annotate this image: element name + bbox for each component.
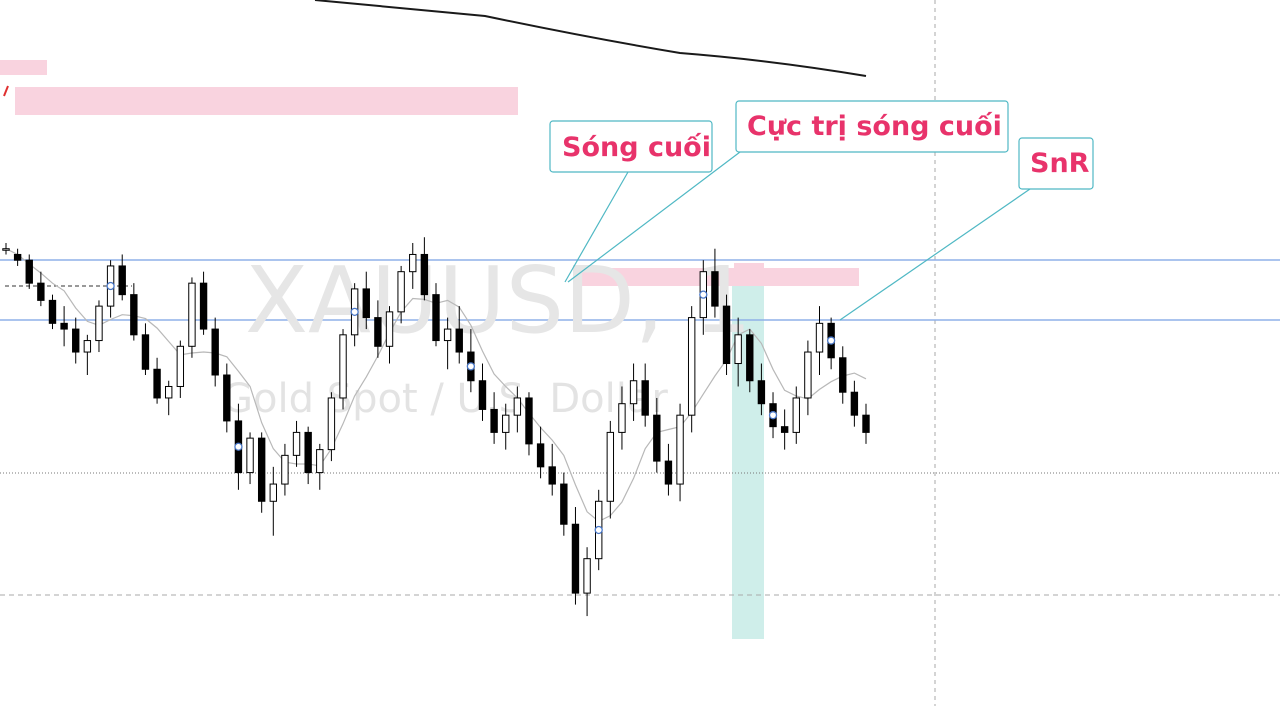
candle-body[interactable] bbox=[420, 253, 429, 296]
candle-body[interactable] bbox=[746, 334, 754, 382]
candle-body[interactable] bbox=[246, 437, 254, 474]
candle-body[interactable] bbox=[513, 397, 522, 416]
signal-marker bbox=[594, 525, 603, 535]
watermark-symbol: XAUUSD, 1 bbox=[245, 247, 752, 354]
signal-marker bbox=[234, 442, 243, 451]
candle-body[interactable] bbox=[385, 311, 394, 347]
candle-body[interactable] bbox=[629, 380, 638, 405]
candle-body[interactable] bbox=[176, 345, 185, 387]
candle-body[interactable] bbox=[83, 340, 92, 353]
candle-body[interactable] bbox=[13, 253, 22, 261]
watermark-description: Gold Spot / U.S. Dollar bbox=[222, 376, 668, 422]
candle-body[interactable] bbox=[432, 294, 440, 342]
ma-slow-line[interactable] bbox=[314, 0, 867, 77]
callout-text-snr: SnR bbox=[1030, 148, 1090, 179]
candle-body[interactable] bbox=[95, 305, 103, 342]
candle-body[interactable] bbox=[362, 288, 370, 319]
candle-body[interactable] bbox=[757, 380, 766, 405]
candle-body[interactable] bbox=[165, 385, 173, 399]
candle-body[interactable] bbox=[269, 483, 277, 502]
candle-body[interactable] bbox=[72, 328, 80, 353]
signal-marker bbox=[768, 411, 778, 420]
candle-body[interactable] bbox=[606, 431, 615, 502]
candle-body[interactable] bbox=[223, 374, 231, 422]
callout-box-cuc-tri[interactable] bbox=[735, 100, 1009, 153]
candle-body[interactable] bbox=[536, 443, 545, 468]
candle-body[interactable] bbox=[118, 265, 126, 296]
candle-body[interactable] bbox=[525, 397, 533, 445]
candle-body[interactable] bbox=[292, 431, 301, 456]
candle-body[interactable] bbox=[188, 282, 196, 347]
zone-top-left-small[interactable] bbox=[0, 60, 47, 75]
zone-top-left-large[interactable] bbox=[15, 87, 518, 115]
callout-line-song-cuoi bbox=[564, 171, 629, 283]
signal-marker bbox=[466, 362, 476, 371]
candle-body[interactable] bbox=[397, 271, 405, 313]
callout-cuc-tri[interactable]: Cực trị sóng cuối bbox=[567, 100, 1009, 283]
candle-body[interactable] bbox=[502, 414, 510, 433]
candle-body[interactable] bbox=[618, 403, 626, 433]
candle-body[interactable] bbox=[327, 397, 336, 451]
candle-body[interactable] bbox=[2, 248, 10, 251]
candle-body[interactable] bbox=[722, 305, 731, 365]
candle-body[interactable] bbox=[25, 259, 33, 284]
candle-body[interactable] bbox=[862, 414, 870, 433]
candle-body[interactable] bbox=[490, 408, 498, 433]
callout-box-song-cuoi[interactable] bbox=[549, 120, 713, 173]
candle-body[interactable] bbox=[141, 334, 150, 370]
signal-marker bbox=[826, 336, 836, 345]
callout-snr[interactable]: SnR bbox=[839, 137, 1094, 321]
candle-body[interactable] bbox=[641, 380, 649, 416]
candle-body[interactable] bbox=[455, 328, 463, 353]
signal-marker bbox=[350, 307, 359, 317]
candle-body[interactable] bbox=[850, 391, 859, 416]
candle-body[interactable] bbox=[478, 380, 487, 410]
candle-body[interactable] bbox=[815, 322, 824, 353]
signal-markers bbox=[106, 281, 836, 535]
candle-body[interactable] bbox=[37, 282, 45, 301]
candle-body[interactable] bbox=[257, 437, 266, 502]
candle-body[interactable] bbox=[339, 334, 347, 399]
candle-body[interactable] bbox=[839, 357, 847, 393]
callout-box-snr[interactable] bbox=[1018, 137, 1094, 190]
candle-body[interactable] bbox=[211, 328, 219, 376]
signal-marker bbox=[699, 290, 708, 299]
candle-body[interactable] bbox=[281, 454, 289, 485]
candle-body[interactable] bbox=[548, 466, 556, 485]
candle-body[interactable] bbox=[804, 351, 812, 399]
candle-body[interactable] bbox=[676, 414, 684, 485]
candle-body[interactable] bbox=[664, 460, 673, 485]
candle-body[interactable] bbox=[153, 368, 161, 399]
candle-body[interactable] bbox=[374, 317, 382, 347]
candle-body[interactable] bbox=[571, 523, 580, 594]
candle-body[interactable] bbox=[48, 299, 57, 324]
signal-marker bbox=[106, 281, 115, 291]
candle-body[interactable] bbox=[687, 317, 696, 416]
candle-body[interactable] bbox=[583, 558, 591, 594]
callout-text-cuc-tri: Cực trị sóng cuối bbox=[747, 111, 1002, 142]
callout-line-snr bbox=[839, 188, 1031, 321]
callout-song-cuoi[interactable]: Sóng cuối bbox=[549, 120, 713, 283]
candle-body[interactable] bbox=[653, 414, 661, 462]
candle-body[interactable] bbox=[711, 271, 719, 307]
candle-body[interactable] bbox=[734, 334, 742, 365]
candle-body[interactable] bbox=[560, 483, 568, 525]
candle-body[interactable] bbox=[792, 397, 800, 433]
callout-text-song-cuoi: Sóng cuối bbox=[562, 132, 711, 163]
candle-body[interactable] bbox=[409, 253, 417, 273]
candle-body[interactable] bbox=[304, 431, 312, 474]
candle-body[interactable] bbox=[780, 426, 789, 433]
candle-body[interactable] bbox=[199, 282, 208, 330]
red-tick-mark bbox=[3, 85, 9, 97]
callout-line-cuc-tri bbox=[567, 151, 741, 283]
candle-body[interactable] bbox=[316, 449, 324, 474]
candle-body[interactable] bbox=[60, 322, 68, 330]
candle-body[interactable] bbox=[130, 294, 138, 336]
zone-peak-pink[interactable] bbox=[734, 263, 764, 286]
candle-body[interactable] bbox=[443, 328, 452, 342]
